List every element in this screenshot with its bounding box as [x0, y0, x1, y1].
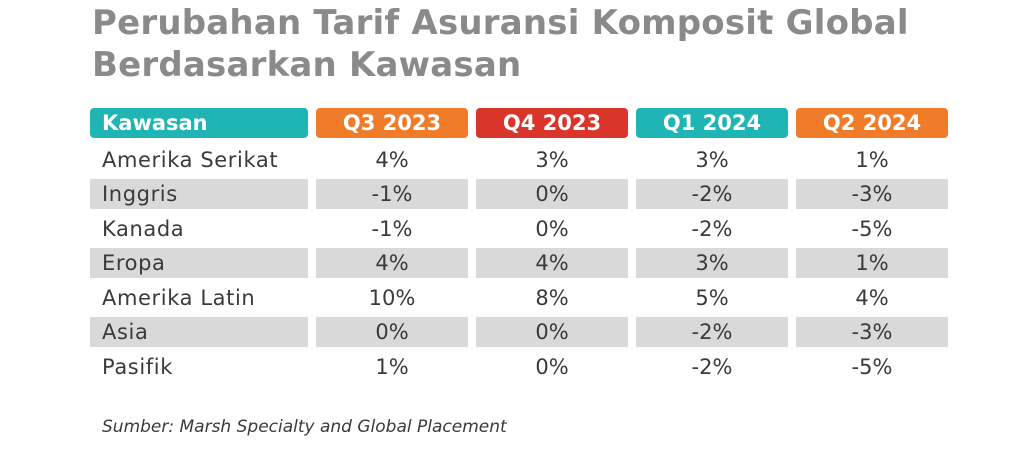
rate-value-cell: -2% — [636, 317, 788, 347]
rate-value-cell: 0% — [476, 317, 628, 347]
rate-value-cell: 1% — [855, 147, 889, 172]
chart-title: Perubahan Tarif Asuransi Komposit Global… — [92, 2, 992, 86]
rate-value-cell: -1% — [316, 179, 468, 209]
header-period: Q3 2023 — [316, 108, 468, 138]
region-label: Kanada — [102, 216, 185, 241]
rate-value-cell: 8% — [535, 285, 569, 310]
rate-value-cell: 0% — [535, 216, 569, 241]
rate-value-cell: 4% — [375, 147, 409, 172]
title-line-1: Perubahan Tarif Asuransi Komposit Global — [92, 3, 909, 43]
rate-value-cell: 0% — [476, 179, 628, 209]
rate-value-cell: -5% — [851, 216, 893, 241]
rate-value-cell: 4% — [476, 248, 628, 278]
region-label: Amerika Serikat — [102, 147, 279, 172]
rate-value-cell: -3% — [796, 179, 948, 209]
rate-value-cell: 1% — [375, 354, 409, 379]
region-label: Asia — [90, 317, 308, 347]
source-note: Sumber: Marsh Specialty and Global Place… — [102, 417, 507, 437]
rate-value-cell: -2% — [691, 354, 733, 379]
rate-value-cell: -1% — [371, 216, 413, 241]
title-line-2: Berdasarkan Kawasan — [92, 45, 522, 85]
header-region: Kawasan — [90, 108, 308, 138]
rate-value-cell: 3% — [636, 248, 788, 278]
rate-value-cell: -3% — [796, 317, 948, 347]
region-label: Eropa — [90, 248, 308, 278]
rate-value-cell: 4% — [316, 248, 468, 278]
header-period: Q4 2023 — [476, 108, 628, 138]
rate-table: Kawasan Q3 2023 Q4 2023 Q1 2024 Q2 2024 Ameri… — [90, 108, 948, 384]
rate-value-cell: 3% — [535, 147, 569, 172]
region-label: Inggris — [90, 179, 308, 209]
region-label: Amerika Latin — [102, 285, 256, 310]
rate-value-cell: 0% — [316, 317, 468, 347]
header-period: Q1 2024 — [636, 108, 788, 138]
rate-value-cell: 4% — [855, 285, 889, 310]
rate-value-cell: 5% — [695, 285, 729, 310]
header-period: Q2 2024 — [796, 108, 948, 138]
rate-value-cell: -5% — [851, 354, 893, 379]
rate-value-cell: 3% — [695, 147, 729, 172]
rate-value-cell: 0% — [535, 354, 569, 379]
rate-value-cell: -2% — [636, 179, 788, 209]
region-label: Pasifik — [102, 354, 173, 379]
rate-value-cell: 10% — [368, 285, 416, 310]
rate-value-cell: -2% — [691, 216, 733, 241]
rate-value-cell: 1% — [796, 248, 948, 278]
